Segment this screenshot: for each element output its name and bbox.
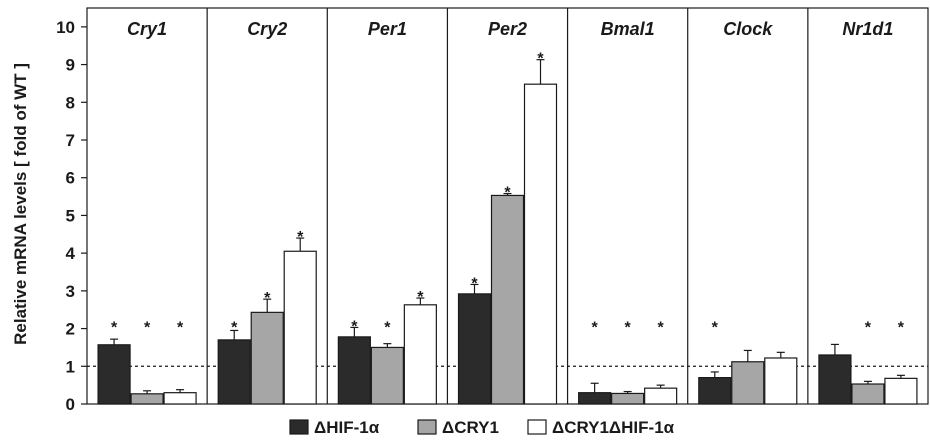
bar-per1-series-2 xyxy=(403,304,437,405)
bar-cry1-series-1 xyxy=(130,393,164,405)
gene-label-nr1d1: Nr1d1 xyxy=(842,19,893,39)
bar-clock-series-2 xyxy=(764,357,798,405)
legend: ΔHIF-1α ΔCRY1 ΔCRY1ΔHIF-1α xyxy=(289,418,675,437)
y-tick-label: 7 xyxy=(66,131,75,150)
legend-swatch-1 xyxy=(417,419,437,435)
significance-star: * xyxy=(865,320,872,337)
gene-label-per1: Per1 xyxy=(368,19,407,39)
significance-star: * xyxy=(658,320,665,337)
legend-swatch-2 xyxy=(527,419,547,435)
significance-star: * xyxy=(504,185,511,202)
significance-star: * xyxy=(537,51,544,68)
bar-nr1d1-series-1 xyxy=(851,383,885,405)
significance-star: * xyxy=(231,320,238,337)
significance-star: * xyxy=(898,320,905,337)
significance-star: * xyxy=(144,320,151,337)
bar-clock-series-0 xyxy=(698,377,732,405)
bar-nr1d1-series-0 xyxy=(818,354,852,405)
legend-label-1: ΔCRY1 xyxy=(442,418,499,437)
significance-star: * xyxy=(351,318,358,335)
bar-cry2-series-2 xyxy=(283,250,317,405)
bar-per1-series-0 xyxy=(337,336,371,405)
y-tick-label: 10 xyxy=(56,18,75,37)
bar-cry1-series-2 xyxy=(163,392,197,405)
y-tick-label: 6 xyxy=(66,169,75,188)
significance-star: * xyxy=(592,320,599,337)
significance-star: * xyxy=(297,229,304,246)
significance-star: * xyxy=(177,320,184,337)
bar-bmal1-series-1 xyxy=(611,392,645,405)
bar-per2-series-2 xyxy=(523,83,558,405)
bar-bmal1-series-0 xyxy=(578,392,612,405)
significance-star: * xyxy=(417,289,424,306)
y-axis-label-group: Relative mRNA levels [ fold of WT ] xyxy=(11,63,30,345)
significance-star: * xyxy=(111,320,118,337)
y-axis-label: Relative mRNA levels [ fold of WT ] xyxy=(11,63,30,345)
bar-per1-series-1 xyxy=(370,346,404,405)
y-axis: 0 1 2 3 4 5 6 7 8 9 10 xyxy=(56,18,87,414)
plot-frame xyxy=(86,7,929,405)
bar-nr1d1-series-2 xyxy=(884,377,918,405)
bar-cry2-series-1 xyxy=(250,311,284,405)
y-tick-label: 2 xyxy=(66,320,75,339)
significance-star: * xyxy=(264,290,271,307)
bar-cry1-series-0 xyxy=(97,344,131,405)
significance-star: * xyxy=(625,320,632,337)
significance-star: * xyxy=(384,320,391,337)
legend-label-0: ΔHIF-1α xyxy=(314,418,380,437)
bar-bmal1-series-2 xyxy=(644,387,678,405)
bar-clock-series-1 xyxy=(731,361,765,405)
y-tick-label: 3 xyxy=(66,282,75,301)
gene-label-cry2: Cry2 xyxy=(247,19,287,39)
legend-swatch-0 xyxy=(289,419,309,435)
bar-per2-series-1 xyxy=(490,194,525,405)
gene-label-clock: Clock xyxy=(723,19,773,39)
gene-label-bmal1: Bmal1 xyxy=(601,19,655,39)
legend-label-2: ΔCRY1ΔHIF-1α xyxy=(552,418,675,437)
bars-layer: * * * * * * * * * * * * * * * * * * xyxy=(97,51,918,405)
y-tick-label: 9 xyxy=(66,56,75,75)
bar-per2-series-0 xyxy=(457,293,492,405)
gene-label-per2: Per2 xyxy=(488,19,527,39)
gene-label-cry1: Cry1 xyxy=(127,19,167,39)
y-tick-label: 4 xyxy=(66,244,76,263)
significance-star: * xyxy=(471,275,478,292)
bar-cry2-series-0 xyxy=(217,339,251,405)
y-tick-label: 5 xyxy=(66,206,75,225)
gene-labels: Cry1 Cry2 Per1 Per2 Bmal1 Clock Nr1d1 xyxy=(127,19,893,39)
y-tick-label: 1 xyxy=(66,357,75,376)
y-tick-label: 0 xyxy=(66,395,75,414)
y-tick-label: 8 xyxy=(66,93,75,112)
significance-star: * xyxy=(712,320,719,337)
